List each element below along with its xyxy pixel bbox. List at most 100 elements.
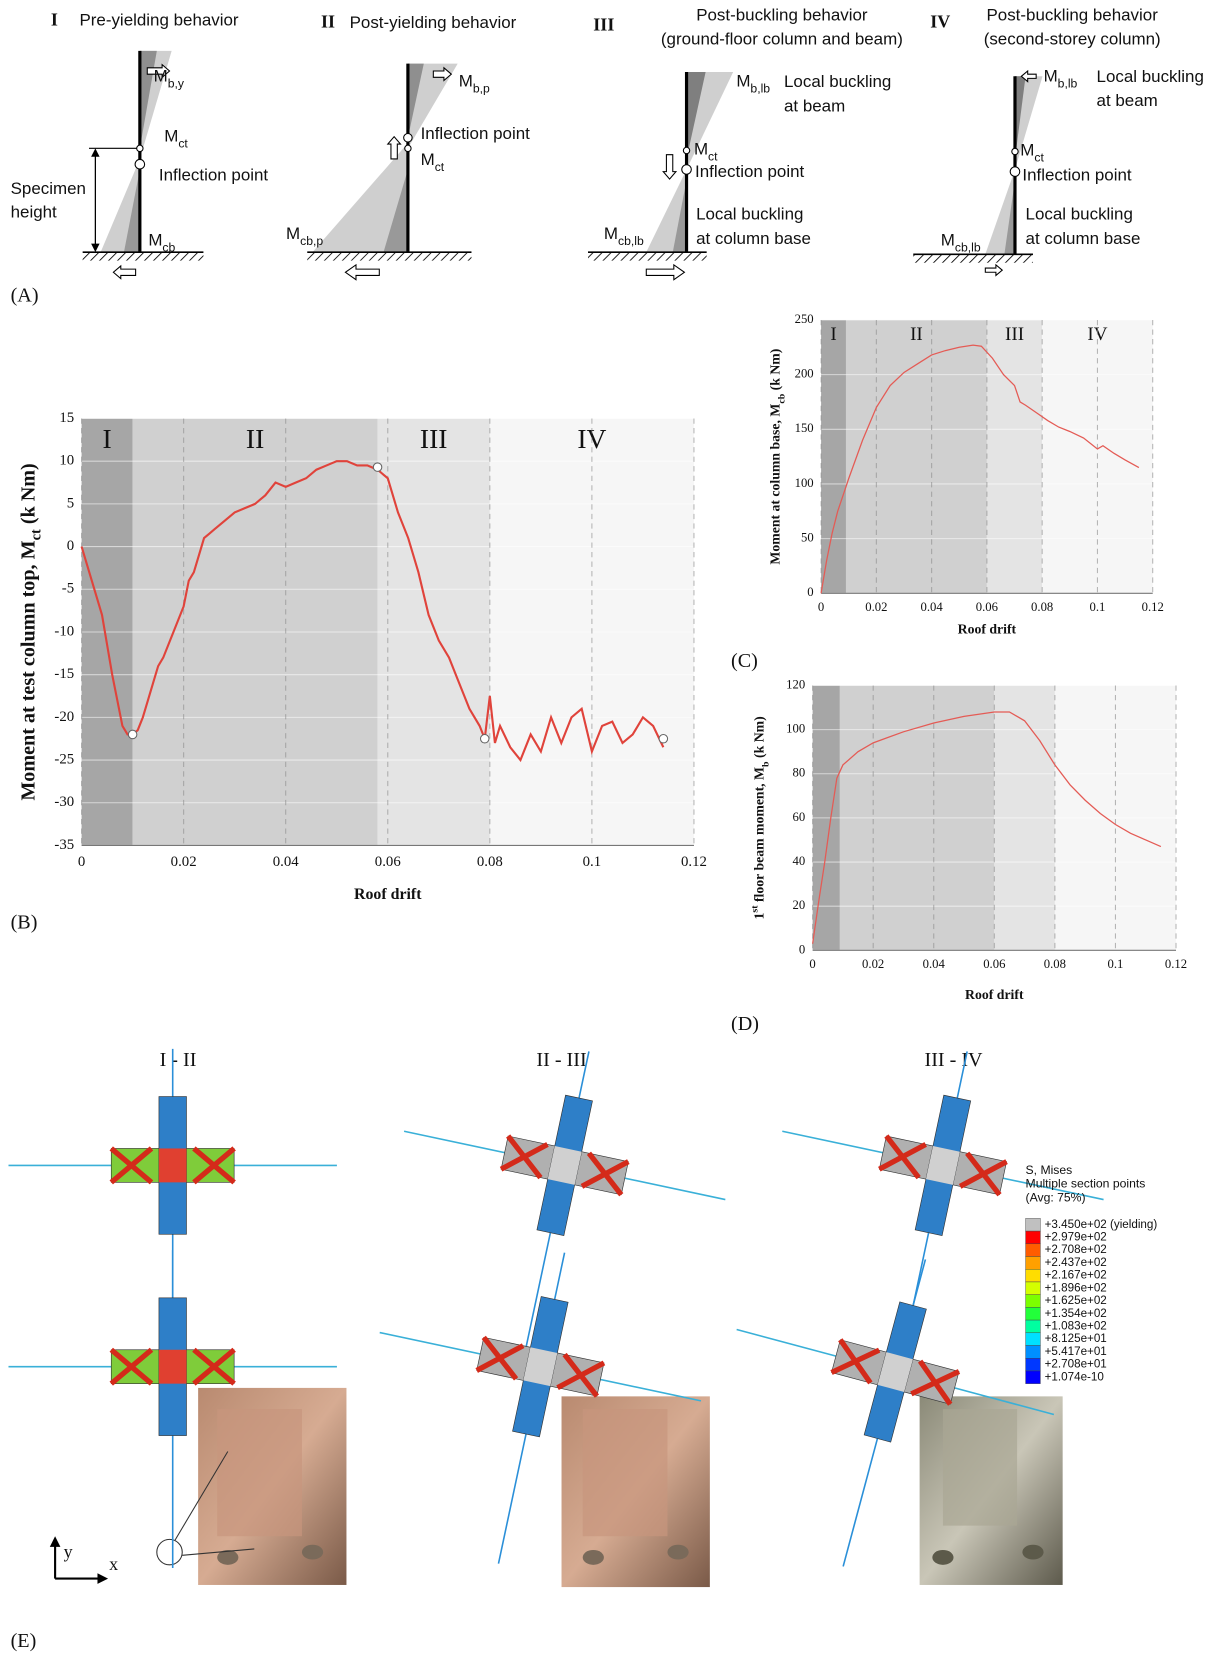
text-part: M bbox=[154, 67, 168, 86]
fe-cross bbox=[736, 1259, 1055, 1567]
x-tick-label: 0.06 bbox=[375, 854, 401, 870]
text-part: M bbox=[694, 140, 708, 159]
core bbox=[877, 1352, 913, 1392]
legend-swatch bbox=[1025, 1281, 1041, 1295]
data-line bbox=[820, 344, 1140, 594]
x-tick-label: 0.08 bbox=[1044, 957, 1066, 971]
yield-zone bbox=[830, 1338, 961, 1406]
diagram-label: Mcb,p bbox=[286, 225, 323, 249]
core bbox=[158, 1349, 187, 1384]
text-part: floor beam moment, M bbox=[752, 767, 767, 906]
panel-numeral: III bbox=[593, 15, 614, 35]
legend-label: +2.437e+02 bbox=[1045, 1256, 1107, 1269]
diagram-label: Mct bbox=[1020, 141, 1044, 165]
panel-label: (B) bbox=[11, 911, 38, 933]
diagram-label: Local buckling bbox=[784, 72, 891, 91]
marker bbox=[479, 733, 490, 744]
panel-label: (E) bbox=[11, 1630, 37, 1652]
text-part: (k Nm) bbox=[17, 463, 39, 529]
y-tick-label: -25 bbox=[54, 751, 74, 767]
diagram-label: Inflection point bbox=[159, 165, 269, 184]
marker bbox=[658, 733, 669, 744]
y-axis-title: Moment at column base, Mcb (k Nm) bbox=[768, 349, 788, 565]
x-tick-label: 0.08 bbox=[477, 854, 503, 870]
region-label: I bbox=[103, 423, 112, 454]
x-tick-label: 0 bbox=[818, 600, 824, 614]
x-tick-label: 0.12 bbox=[681, 854, 707, 870]
text-part: M bbox=[286, 225, 300, 244]
y-axis-title: 1st floor beam moment, Mb (k Nm) bbox=[749, 716, 771, 919]
stage-label: I - II bbox=[160, 1049, 197, 1071]
subscript: b,lb bbox=[750, 82, 770, 96]
y-tick-label: -35 bbox=[54, 837, 74, 853]
subscript: cb,lb bbox=[955, 241, 981, 255]
y-tick-label: 250 bbox=[795, 312, 814, 326]
y-tick-label: 60 bbox=[793, 810, 806, 824]
panel-title: Post-buckling behavior bbox=[987, 5, 1159, 24]
legend-label: +2.708e+02 bbox=[1045, 1243, 1107, 1256]
legend-label: +8.125e+01 bbox=[1045, 1332, 1107, 1345]
legend-swatch bbox=[1025, 1269, 1041, 1283]
superscript: st bbox=[749, 905, 760, 913]
subscript: ct bbox=[708, 150, 718, 164]
panel-numeral: I bbox=[51, 9, 58, 29]
fe-models bbox=[8, 1048, 1104, 1569]
axis-label: x bbox=[109, 1554, 118, 1574]
x-tick-label: 0.12 bbox=[1142, 600, 1164, 614]
x-tick-label: 0.02 bbox=[171, 854, 197, 870]
text-part: M bbox=[164, 127, 178, 146]
x-tick-label: 0.1 bbox=[583, 854, 602, 870]
y-tick-label: 5 bbox=[67, 495, 74, 511]
region bbox=[986, 319, 1043, 594]
legend-label: +1.625e+02 bbox=[1045, 1294, 1107, 1307]
text-part: M bbox=[148, 231, 162, 250]
diagram-label: at beam bbox=[784, 96, 845, 115]
y-tick-label: -10 bbox=[54, 623, 74, 639]
x-axis-title: Roof drift bbox=[354, 886, 422, 903]
y-tick-label: 80 bbox=[793, 766, 806, 780]
subscript: cb,p bbox=[300, 234, 323, 248]
legend-swatch bbox=[1025, 1332, 1041, 1346]
y-tick-label: -15 bbox=[54, 666, 74, 682]
x-tick-label: 0.12 bbox=[1165, 957, 1187, 971]
core bbox=[925, 1145, 960, 1185]
y-tick-label: 0 bbox=[799, 942, 805, 956]
marker bbox=[127, 729, 138, 740]
diagram-label: Local buckling bbox=[1026, 205, 1133, 224]
x-tick-label: 0.1 bbox=[1089, 600, 1105, 614]
text-part: M bbox=[459, 72, 473, 91]
stage-label: II - III bbox=[536, 1049, 586, 1071]
diagram-label: Mb,lb bbox=[736, 72, 770, 96]
panel-title: (second-storey column) bbox=[984, 30, 1161, 49]
panel-numeral: IV bbox=[930, 11, 950, 31]
y-axis-title: Moment at test column top, Mct (k Nm) bbox=[17, 463, 45, 800]
panel-label: (A) bbox=[11, 284, 39, 306]
y-tick-label: 20 bbox=[793, 898, 806, 912]
panel-title: Post-buckling behavior bbox=[696, 5, 868, 24]
fe-cross bbox=[403, 1051, 726, 1363]
legend-label: +5.417e+01 bbox=[1045, 1345, 1107, 1358]
legend-swatch bbox=[1025, 1345, 1041, 1359]
diagram-label: Specimen bbox=[11, 179, 86, 198]
y-tick-label: 200 bbox=[795, 367, 814, 381]
x-tick-label: 0.1 bbox=[1108, 957, 1124, 971]
y-tick-label: 10 bbox=[59, 453, 74, 469]
yield-zone bbox=[109, 1146, 236, 1185]
data-line bbox=[80, 460, 665, 763]
text-part: Moment at column base, M bbox=[768, 404, 783, 565]
legend-label: +1.354e+02 bbox=[1045, 1307, 1107, 1320]
panel-title: (ground-floor column and beam) bbox=[661, 30, 903, 49]
text-part: Moment at test column top, M bbox=[17, 540, 39, 800]
subscript: ct bbox=[1034, 151, 1044, 165]
y-tick-label: 0 bbox=[67, 538, 74, 554]
y-tick-label: -5 bbox=[62, 581, 74, 597]
diagram-label: Mb,y bbox=[154, 67, 185, 91]
subscript: b bbox=[760, 761, 771, 767]
yield-zone bbox=[499, 1134, 630, 1197]
y-tick-label: 150 bbox=[795, 421, 814, 435]
diagram-label: at beam bbox=[1097, 91, 1158, 110]
text-part: M bbox=[421, 151, 435, 170]
subscript: ct bbox=[29, 529, 45, 540]
text-part: M bbox=[1044, 67, 1058, 86]
